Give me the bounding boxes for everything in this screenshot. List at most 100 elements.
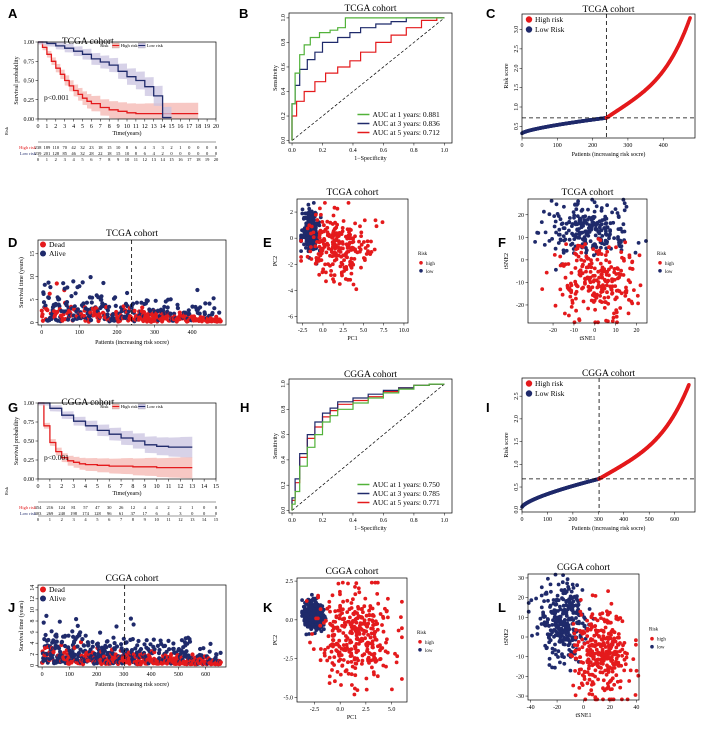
point-high xyxy=(592,291,596,295)
legend: Risk High risk Low risk xyxy=(100,42,164,49)
risk-count: 28 xyxy=(89,151,94,156)
risk-count: 17 xyxy=(143,511,148,516)
point-low xyxy=(556,625,561,630)
point-high xyxy=(580,645,585,650)
alive-point xyxy=(211,296,216,301)
point-high xyxy=(332,273,337,278)
point-high xyxy=(560,292,565,297)
point-high xyxy=(581,262,585,267)
point-high xyxy=(336,581,341,586)
point-low xyxy=(553,633,558,638)
y-tick-label: -5.0 xyxy=(284,695,294,701)
point-high xyxy=(322,242,326,247)
point-low xyxy=(550,650,555,655)
point-high xyxy=(592,266,597,271)
point-low xyxy=(571,586,576,590)
point-high xyxy=(596,677,600,682)
x-tick-label: 11 xyxy=(133,124,139,130)
x-axis-label: tSNE1 xyxy=(579,336,595,342)
point-high xyxy=(400,626,404,631)
point-high xyxy=(581,299,586,304)
point-high xyxy=(340,226,345,230)
point-low xyxy=(617,239,622,244)
point-high xyxy=(573,643,577,647)
point-low xyxy=(535,632,540,636)
legend-title: Risk xyxy=(418,252,428,257)
point-high xyxy=(348,615,352,620)
point-high xyxy=(319,212,323,217)
point-low xyxy=(574,603,579,608)
point-low xyxy=(605,203,609,208)
dead-point xyxy=(54,281,59,286)
dead-point xyxy=(47,291,52,296)
risk-count: 1 xyxy=(179,145,181,150)
x-tick-label: 10 xyxy=(154,484,160,490)
point-high xyxy=(614,645,619,650)
risk-count: 124 xyxy=(58,505,66,510)
point-high xyxy=(570,298,575,303)
legend-label-high: high xyxy=(425,641,434,646)
alive-point xyxy=(46,280,51,285)
y-tick-label: 1.0 xyxy=(281,380,287,388)
point-high xyxy=(371,645,375,650)
alive-point xyxy=(96,644,101,649)
point-low xyxy=(550,630,554,635)
point-high xyxy=(366,621,371,626)
point-high xyxy=(634,638,638,643)
point-low xyxy=(309,618,314,623)
point-high xyxy=(369,580,374,585)
point-high xyxy=(325,658,330,663)
y-tick-label: 10 xyxy=(518,235,524,241)
risk-count: 303 xyxy=(35,511,43,516)
point-high xyxy=(569,283,574,288)
point-high xyxy=(620,647,625,652)
point-low xyxy=(526,609,531,614)
point-high xyxy=(366,633,370,637)
x-tick-label: 9 xyxy=(117,124,120,130)
point-high xyxy=(611,315,616,320)
point-low xyxy=(561,226,566,231)
risk-count: 4 xyxy=(156,505,159,510)
point-low xyxy=(556,241,561,245)
point-high xyxy=(361,610,365,615)
point-high xyxy=(574,252,579,257)
risk-axis-tick: 14 xyxy=(160,157,165,162)
point-high xyxy=(579,250,584,255)
alive-point xyxy=(101,280,106,286)
point-low xyxy=(561,250,566,255)
alive-point xyxy=(179,638,184,643)
x-tick-label: 9 xyxy=(143,484,146,490)
point-high xyxy=(594,278,599,283)
point-high xyxy=(332,655,337,659)
point-high xyxy=(588,275,593,280)
point-low xyxy=(568,617,573,621)
point-high xyxy=(610,319,615,323)
point-high xyxy=(578,655,583,659)
point-low xyxy=(554,597,559,602)
point-high xyxy=(628,668,633,673)
x-tick-label: 7.5 xyxy=(380,328,388,334)
risk-axis-tick: 0 xyxy=(37,157,40,162)
y-tick-label: 1.0 xyxy=(514,461,520,469)
point-high xyxy=(345,636,350,640)
legend-label: AUC at 5 years: 0.712 xyxy=(372,128,440,137)
risk-count: 96 xyxy=(107,511,112,516)
point-high xyxy=(586,289,591,293)
point-low xyxy=(314,626,318,631)
point-high xyxy=(318,206,322,211)
point-high xyxy=(594,249,599,254)
point-high xyxy=(335,625,340,630)
point-high xyxy=(299,259,303,263)
point-high xyxy=(350,260,354,265)
point-high xyxy=(580,244,585,249)
point-low xyxy=(597,225,602,230)
point-low xyxy=(556,609,560,613)
point-high xyxy=(334,225,339,230)
legend-dot-high xyxy=(525,16,533,23)
point-high xyxy=(616,632,621,636)
y-axis-label: Survival time (years) xyxy=(18,257,25,308)
ci-band xyxy=(38,403,193,458)
point-high xyxy=(601,630,606,634)
